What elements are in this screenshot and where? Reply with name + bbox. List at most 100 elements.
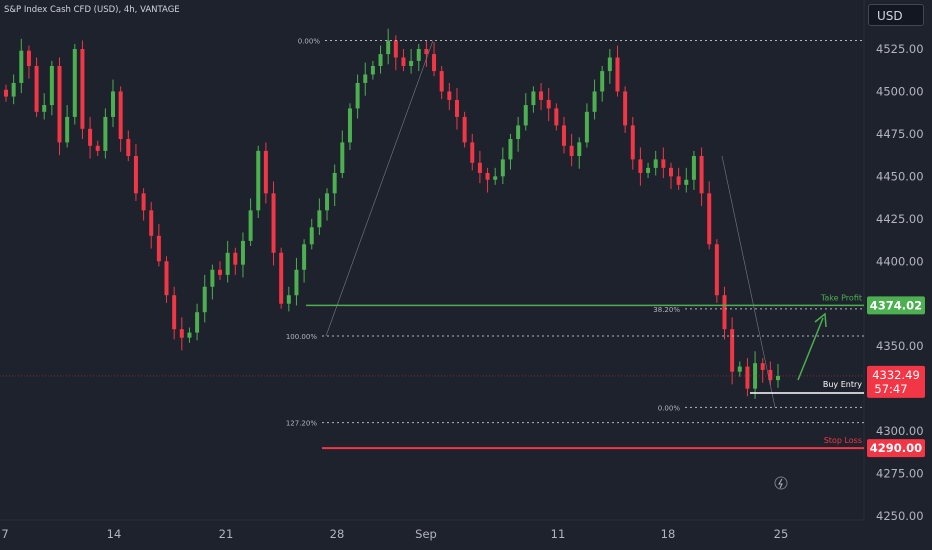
candle-body[interactable] (248, 210, 253, 241)
candle-body[interactable] (424, 49, 429, 55)
candle-body[interactable] (454, 99, 459, 117)
candle-body[interactable] (523, 105, 528, 126)
candle-body[interactable] (233, 252, 238, 265)
candle-body[interactable] (760, 363, 765, 370)
candle-body[interactable] (745, 366, 750, 389)
candle-body[interactable] (546, 99, 551, 109)
candle-body[interactable] (676, 176, 681, 185)
candle-body[interactable] (240, 240, 245, 265)
candle-body[interactable] (416, 49, 421, 61)
candle-body[interactable] (462, 116, 467, 143)
candle-body[interactable] (57, 65, 62, 143)
candle-body[interactable] (210, 269, 215, 287)
candle-body[interactable] (477, 162, 482, 173)
candle-body[interactable] (302, 244, 307, 270)
candle-body[interactable] (95, 145, 100, 151)
candle-body[interactable] (271, 193, 276, 253)
candle-body[interactable] (65, 116, 70, 143)
candle-body[interactable] (340, 142, 345, 173)
candle-body[interactable] (561, 125, 566, 146)
candle-body[interactable] (401, 57, 406, 66)
candle-body[interactable] (347, 108, 352, 143)
candle-body[interactable] (714, 244, 719, 296)
candle-body[interactable] (218, 269, 223, 275)
candle-body[interactable] (768, 369, 773, 381)
candle-body[interactable] (149, 210, 154, 236)
candle-body[interactable] (646, 167, 651, 173)
candle-body[interactable] (19, 50, 24, 83)
candle-body[interactable] (133, 155, 138, 194)
candle-body[interactable] (11, 82, 16, 97)
candle-body[interactable] (179, 329, 184, 338)
candle-body[interactable] (638, 159, 643, 173)
candle-body[interactable] (707, 193, 712, 245)
candle-body[interactable] (607, 57, 612, 72)
candle-body[interactable] (661, 159, 666, 168)
candle-body[interactable] (508, 139, 513, 160)
candle-body[interactable] (470, 142, 475, 163)
candle-body[interactable] (294, 269, 299, 296)
candle-body[interactable] (279, 252, 284, 304)
candle-body[interactable] (577, 142, 582, 156)
candle-body[interactable] (256, 150, 261, 211)
candle-body[interactable] (263, 150, 268, 194)
candle-body[interactable] (72, 49, 77, 117)
candle-body[interactable] (493, 176, 498, 180)
candle-body[interactable] (432, 54, 437, 72)
candle-body[interactable] (668, 167, 673, 177)
candle-body[interactable] (156, 235, 161, 262)
stop-loss-price-tag[interactable] (867, 439, 925, 458)
candle-body[interactable] (26, 50, 31, 66)
candle-body[interactable] (439, 71, 444, 92)
candle-body[interactable] (623, 91, 628, 126)
projection-arrow[interactable] (797, 317, 824, 381)
candle-body[interactable] (699, 155, 704, 194)
candle-body[interactable] (355, 82, 360, 109)
take-profit-price-tag[interactable] (867, 296, 925, 315)
candle-body[interactable] (447, 91, 452, 100)
candle-body[interactable] (317, 210, 322, 228)
candle-body[interactable] (737, 366, 742, 372)
candle-body[interactable] (393, 40, 398, 58)
current-price-tag[interactable] (867, 365, 925, 398)
candle-body[interactable] (531, 91, 536, 106)
candle-body[interactable] (730, 329, 735, 372)
candle-body[interactable] (516, 125, 521, 140)
candle-body[interactable] (325, 193, 330, 211)
candle-body[interactable] (592, 91, 597, 112)
candle-body[interactable] (42, 105, 47, 112)
candle-body[interactable] (615, 57, 620, 92)
candle-body[interactable] (776, 375, 780, 381)
candle-body[interactable] (111, 91, 116, 117)
candle-body[interactable] (286, 295, 291, 304)
candle-body[interactable] (378, 54, 383, 66)
candle-body[interactable] (569, 145, 574, 156)
candle-body[interactable] (103, 116, 108, 151)
candle-body[interactable] (309, 227, 314, 245)
candle-body[interactable] (370, 65, 375, 75)
candle-body[interactable] (485, 172, 490, 180)
candle-body[interactable] (172, 295, 177, 330)
candle-body[interactable] (141, 193, 146, 211)
candle-body[interactable] (4, 89, 8, 97)
candle-body[interactable] (539, 91, 544, 100)
candle-body[interactable] (225, 252, 230, 275)
candle-body[interactable] (118, 91, 123, 140)
candle-body[interactable] (49, 65, 54, 106)
candle-body[interactable] (363, 74, 368, 83)
candle-body[interactable] (684, 179, 689, 185)
candle-body[interactable] (164, 261, 169, 296)
candle-body[interactable] (630, 125, 635, 160)
candle-body[interactable] (187, 332, 192, 338)
candle-body[interactable] (386, 40, 391, 55)
candle-body[interactable] (195, 312, 200, 333)
lightning-icon[interactable] (774, 476, 788, 490)
price-axis[interactable] (864, 0, 932, 550)
candle-body[interactable] (554, 108, 559, 126)
candle-body[interactable] (202, 286, 207, 313)
candle-body[interactable] (332, 172, 337, 194)
candle-body[interactable] (409, 60, 414, 66)
candle-body[interactable] (691, 155, 696, 180)
candle-body[interactable] (126, 139, 131, 156)
